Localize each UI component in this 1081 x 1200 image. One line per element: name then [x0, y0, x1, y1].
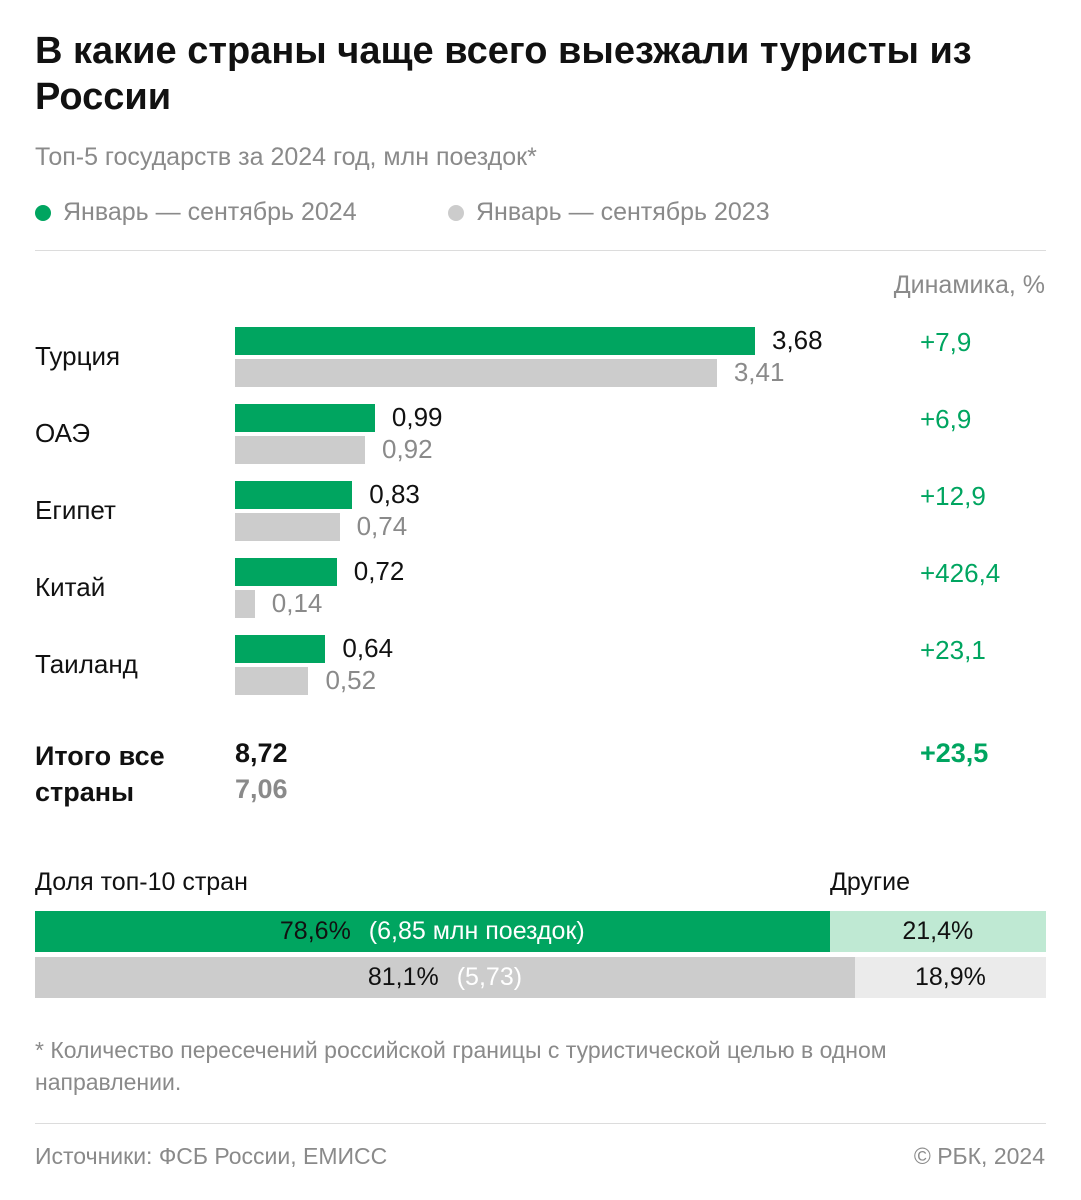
bar-2024 — [235, 327, 755, 355]
dynamics-value: +23,1 — [920, 635, 986, 665]
bar-2024 — [235, 558, 337, 586]
legend-item-2023: Январь — сентябрь 2023 — [448, 198, 770, 227]
bar-2023 — [235, 667, 309, 695]
bar-2023 — [235, 513, 340, 541]
footnote: * Количество пересечений российской гран… — [35, 1037, 887, 1095]
value-label-2023: 0,92 — [382, 434, 433, 464]
bar-2024 — [235, 635, 326, 663]
dynamics-value: +7,9 — [920, 327, 972, 357]
share-bar-top10-2024: 78,6% (6,85 млн поездок) — [35, 911, 830, 952]
share-bar-other-2024: 21,4% — [829, 911, 1046, 952]
top-divider — [35, 250, 1046, 251]
value-label-2024: 0,64 — [342, 633, 394, 663]
value-label-2024: 0,72 — [353, 556, 405, 586]
total-value-2023: 7,06 — [235, 774, 288, 804]
bottom-divider — [35, 1123, 1046, 1124]
dynamics-value: +12,9 — [920, 481, 986, 511]
dynamics-value: +6,9 — [920, 404, 972, 434]
bar-2024 — [235, 404, 375, 432]
total-dynamics: +23,5 — [920, 738, 989, 768]
total-label: Итого все страны — [35, 741, 165, 807]
value-label-2023: 3,41 — [733, 357, 785, 387]
chart-title: В какие страны чаще всего выезжали турис… — [35, 30, 972, 118]
country-label: Китай — [35, 572, 106, 602]
legend-label-2023: Январь — сентябрь 2023 — [476, 198, 770, 226]
value-label-2023: 0,52 — [325, 665, 377, 695]
source: Источники: ФСБ России, ЕМИСС — [35, 1143, 388, 1169]
country-label: Египет — [35, 495, 116, 525]
share-bar-top10-2023: 81,1% (5,73) — [35, 957, 855, 998]
dynamics-header: Динамика, % — [893, 271, 1045, 299]
bar-2023 — [235, 436, 365, 464]
bar-2023 — [235, 359, 717, 387]
other-label: Другие — [830, 868, 911, 896]
country-label: Таиланд — [35, 649, 138, 679]
country-label: Турция — [35, 341, 121, 371]
share-note: (5,73) — [456, 963, 523, 991]
value-label-2024: 3,68 — [772, 325, 823, 355]
legend-dot-gray-icon — [448, 204, 464, 221]
dynamics-value: +426,4 — [920, 558, 1001, 588]
share-label: Доля топ-10 стран — [35, 868, 248, 896]
bar-2024 — [235, 481, 353, 509]
copyright: © РБК, 2024 — [913, 1143, 1045, 1169]
value-label-2024: 0,99 — [391, 402, 443, 432]
legend-dot-green-icon — [35, 204, 51, 221]
legend-item-2024: Январь — сентябрь 2024 — [35, 198, 357, 227]
bar-2023 — [235, 590, 255, 618]
share-note: (6,85 млн поездок) — [368, 917, 585, 945]
share-percent: 78,6% — [279, 917, 351, 945]
share-bar-other-2023: 18,9% — [854, 957, 1046, 998]
value-label-2024: 0,83 — [369, 479, 420, 509]
value-label-2023: 0,74 — [356, 511, 408, 541]
total-value-2024: 8,72 — [235, 738, 288, 768]
country-label: ОАЭ — [35, 418, 91, 448]
legend-label-2024: Январь — сентябрь 2024 — [63, 198, 357, 226]
value-label-2023: 0,14 — [271, 588, 323, 618]
share-percent: 81,1% — [367, 963, 439, 991]
chart-subtitle: Топ-5 государств за 2024 год, млн поездо… — [35, 143, 537, 171]
